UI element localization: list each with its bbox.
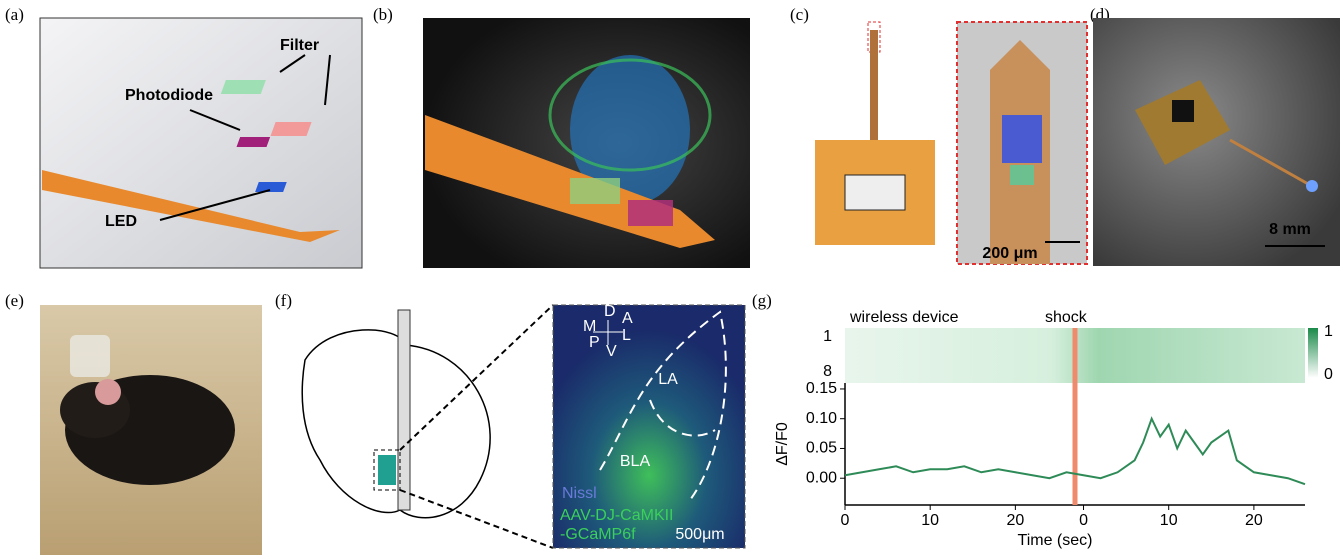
zoom-line [399, 489, 554, 549]
y-tick-label: 0.10 [806, 410, 837, 427]
line-chart: 0.00 0.05 0.10 0.15 0 10 20 0 10 20 Time (sec) ΔF/F… [774, 328, 1306, 549]
virus-label: -GCaMP6f [560, 526, 636, 543]
annotation: Photodiode [125, 87, 213, 104]
panel-label: (b) [373, 5, 393, 24]
zoom-line [399, 304, 554, 451]
led [1010, 165, 1034, 185]
annotation: shock [1045, 309, 1088, 326]
compass-label: V [606, 343, 617, 360]
y-tick-label: 0.05 [806, 440, 837, 457]
brain-outline [301, 329, 491, 519]
probe [1229, 138, 1311, 187]
arrow [324, 54, 331, 106]
x-tick-label: 0 [841, 512, 850, 529]
scale-label: 8 mm [1269, 221, 1311, 238]
compass-label: D [604, 303, 616, 320]
probe [42, 170, 340, 242]
bla-outline [599, 310, 727, 501]
led-glow [1306, 180, 1318, 192]
chip [1172, 100, 1194, 122]
row-label: 8 [823, 363, 832, 380]
arrow [159, 189, 271, 221]
annotation: wireless device [849, 309, 959, 326]
scale-label: 200 μm [982, 245, 1037, 262]
device [70, 335, 110, 377]
compass-label: M [583, 318, 596, 335]
filter-red [270, 122, 312, 136]
target [378, 455, 396, 485]
implant [397, 309, 411, 511]
region-label: LA [658, 371, 678, 388]
photodiode [1002, 115, 1042, 163]
arrow [189, 109, 241, 131]
connector [844, 174, 906, 211]
x-tick-label: 20 [1006, 512, 1024, 529]
x-tick-label: 10 [921, 512, 939, 529]
row-label: 1 [823, 328, 832, 345]
region-label: BLA [620, 453, 651, 470]
compass-label: A [622, 310, 633, 327]
shank [870, 30, 878, 140]
x-tick-label: 20 [1245, 512, 1263, 529]
panel-label: (f) [275, 291, 292, 310]
x-axis-label: Time (sec) [1018, 532, 1093, 549]
data-line [844, 416, 1306, 486]
panel-label: (c) [790, 5, 809, 24]
zoom-box [373, 449, 401, 491]
neurons [548, 58, 712, 172]
device [1135, 80, 1230, 165]
y-axis-label: ΔF/F0 [774, 422, 791, 466]
stain-label: Nissl [562, 485, 597, 502]
annotation: LED [105, 213, 137, 230]
headcap [95, 379, 121, 405]
la-outline [649, 399, 716, 437]
colorbar-label: 1 [1324, 323, 1333, 340]
annotation: Filter [280, 37, 319, 54]
colorbar-label: 0 [1324, 366, 1333, 383]
compass-label: L [622, 327, 631, 344]
led [255, 182, 287, 192]
virus-label: AAV-DJ-CaMKII [560, 507, 674, 524]
compass-labels: D A M L P V [583, 303, 633, 360]
filter-green [220, 80, 266, 94]
compass-label: P [589, 334, 600, 351]
y-tick-label: 0.00 [806, 469, 837, 486]
panel-label: (e) [5, 291, 24, 310]
panel-label: (g) [752, 291, 772, 310]
photodiode [236, 137, 271, 147]
panel-d-frame [1093, 18, 1340, 266]
photodiode [570, 178, 620, 204]
x-tick-label: 10 [1160, 512, 1178, 529]
y-tick-label: 0.15 [806, 380, 837, 397]
led [628, 200, 673, 226]
colorbar [1308, 328, 1318, 378]
panel-label: (a) [5, 5, 24, 24]
micrograph [552, 304, 746, 549]
arrow [279, 54, 306, 73]
panel-a-frame [39, 17, 363, 269]
x-tick-label: 0 [1079, 512, 1088, 529]
scale-label: 500μm [675, 526, 724, 543]
